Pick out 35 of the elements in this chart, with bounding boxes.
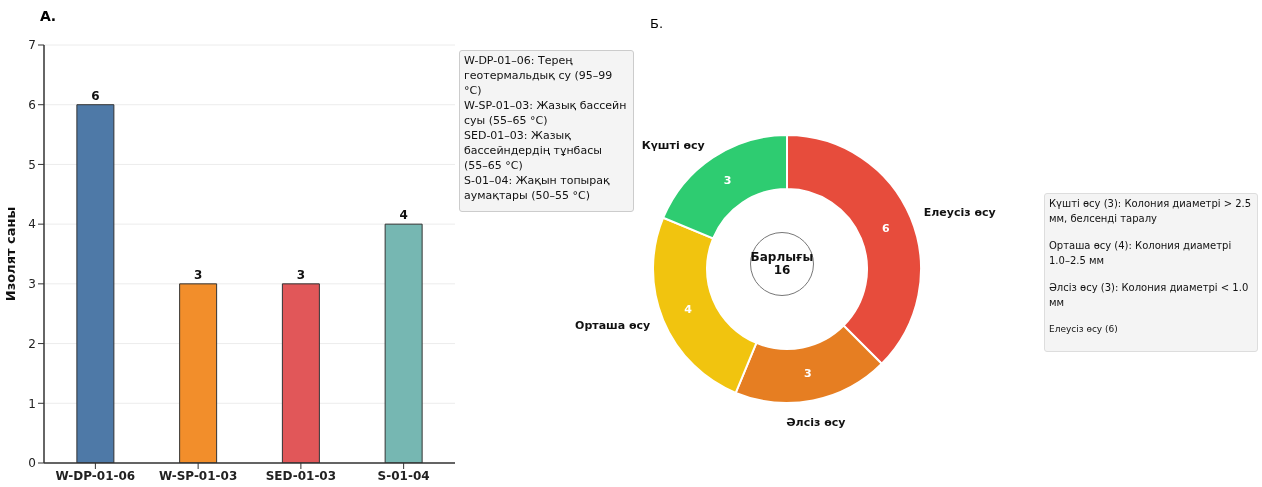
chart-title: Б.: [650, 16, 664, 31]
slice-label: Әлсіз өсу: [786, 415, 846, 429]
data-label: 3: [296, 267, 306, 282]
data-label: 3: [723, 173, 732, 187]
slice-label: Орташа өсу: [575, 319, 651, 333]
slice-label: Елеусіз өсу: [923, 205, 996, 219]
y-tick-label: 4: [28, 217, 36, 232]
x-tick-label: W-SP-01-03: [158, 468, 238, 483]
slice-label: Күшті өсу: [641, 139, 705, 153]
x-tick-label: S-01-04: [377, 468, 430, 483]
text: Елеусіз өсу (6): [1049, 323, 1119, 336]
data-label: 3: [193, 267, 203, 282]
y-tick-label: 7: [28, 38, 36, 53]
y-tick-label: 3: [28, 277, 36, 292]
x-tick-label: W-DP-01-06: [55, 468, 136, 483]
y-tick-label: 6: [28, 97, 36, 112]
text: W-DP-01–06: Терең геотермальдық су (95–99 °C): [464, 53, 614, 98]
text: Әлсіз өсу (3): Колония диаметрі < 1.0 мм: [1049, 281, 1250, 310]
y-tick-label: 1: [28, 396, 36, 411]
text: W-SP-01–03: Жазық бассейн суы (55–65 °C): [464, 98, 628, 128]
chart-title: А.: [40, 8, 57, 24]
data-label: 4: [684, 303, 693, 317]
x-tick-label: SED-01-03: [265, 468, 337, 483]
text: S-01–04: Жақын топырақ аумақтары (50–55 °C): [464, 173, 611, 203]
y-tick-label: 5: [28, 157, 36, 172]
data-label: 4: [399, 208, 408, 223]
text: Күшті өсу (3): Колония диаметрі > 2.5 мм, белсенді таралу: [1049, 197, 1253, 226]
data-label: 6: [91, 88, 100, 103]
y-axis-title: Изолят саны: [2, 206, 18, 302]
data-label: 6: [882, 221, 891, 235]
y-tick-label: 0: [28, 456, 36, 471]
y-tick-label: 2: [28, 336, 36, 351]
text: SED-01–03: Жазық бассейндердің тұнбасы (55–65 °C): [464, 128, 603, 173]
text: Орташа өсу (4): Колония диаметрі 1.0–2.5 мм: [1049, 239, 1233, 268]
data-label: 3: [804, 367, 812, 381]
